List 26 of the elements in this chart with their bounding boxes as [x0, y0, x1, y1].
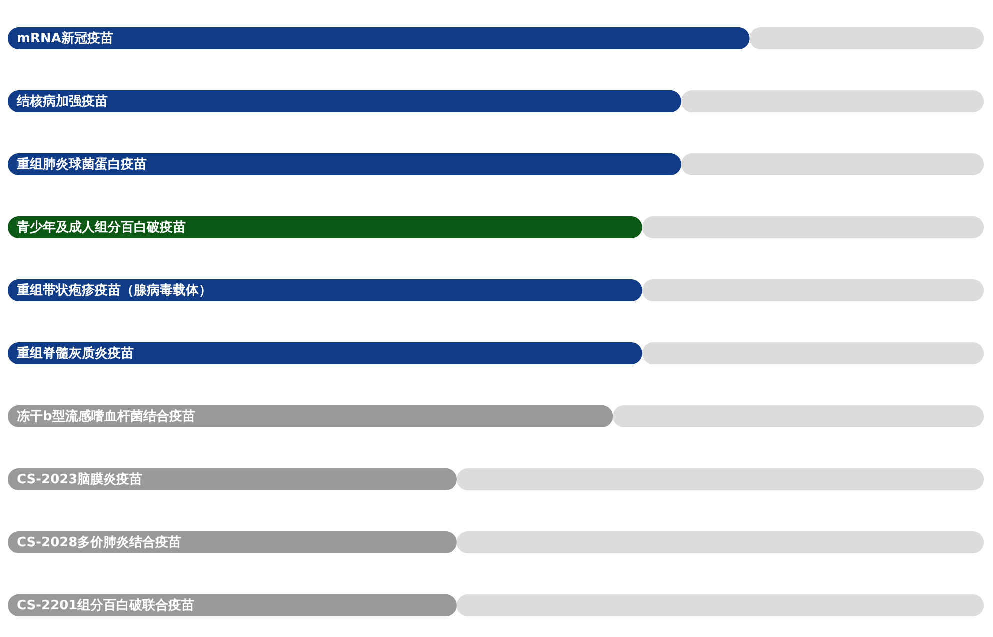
- bar: [750, 27, 984, 50]
- y-tick-label: mRNA新冠疫苗: [17, 30, 114, 46]
- y-tick-label: 重组肺炎球菌蛋白疫苗: [16, 156, 147, 172]
- bar: [642, 342, 984, 365]
- y-tick-label: 重组脊髓灰质炎疫苗: [16, 346, 134, 362]
- bar: [681, 90, 984, 113]
- y-tick-label: 重组带状疱疹疫苗（腺病毒载体）: [16, 282, 212, 298]
- bar: [681, 153, 984, 176]
- bar: [642, 279, 984, 302]
- bar: [8, 342, 642, 365]
- y-tick-label: 青少年及成人组分百白破疫苗: [16, 220, 186, 236]
- y-tick-label: CS-2023脑膜炎疫苗: [17, 472, 143, 488]
- y-tick-label: CS-2201组分百白破联合疫苗: [17, 598, 195, 614]
- bar: [8, 216, 642, 239]
- bar: [8, 468, 457, 491]
- bar: [456, 468, 984, 491]
- bar: [456, 531, 984, 554]
- bar: [613, 405, 984, 428]
- y-tick-label: CS-2028多价肺炎结合疫苗: [17, 534, 182, 550]
- bar: [456, 594, 984, 617]
- bar: [8, 90, 682, 113]
- y-tick-label: 结核病加强疫苗: [16, 94, 108, 110]
- bar: [8, 153, 682, 176]
- bar: [642, 216, 984, 239]
- y-tick-label: 冻干b型流感嗜血杆菌结合疫苗: [17, 408, 196, 424]
- bar: [8, 27, 750, 50]
